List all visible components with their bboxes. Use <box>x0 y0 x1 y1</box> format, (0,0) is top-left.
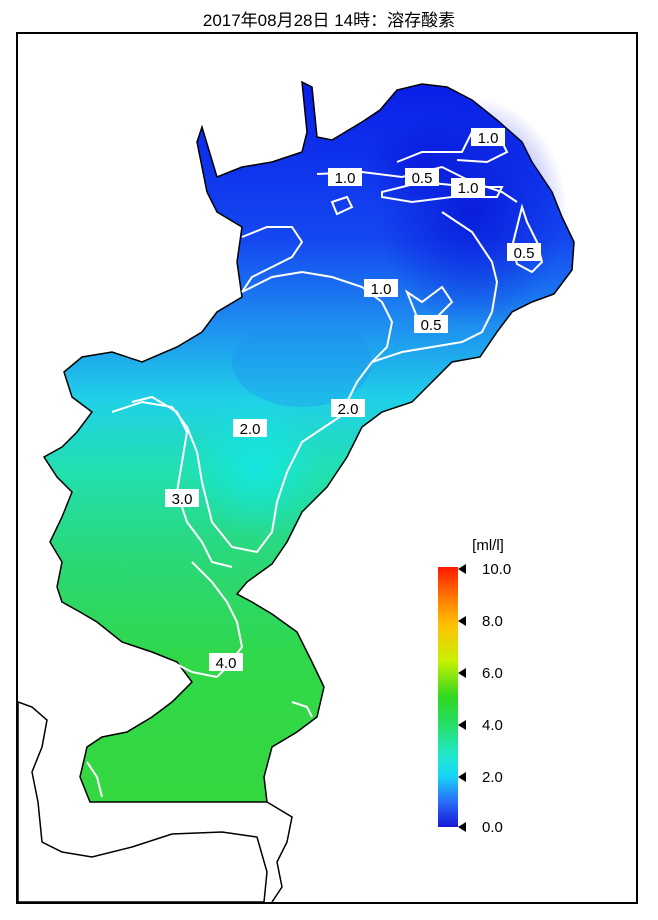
contour-label: 0.5 <box>507 243 541 262</box>
legend-unit: [ml/l] <box>472 537 504 554</box>
legend-tick-label: 6.0 <box>482 665 503 682</box>
contour-label: 1.0 <box>328 168 362 187</box>
svg-text:0.5: 0.5 <box>412 170 433 187</box>
contour-label: 2.0 <box>331 399 365 418</box>
contour-label: 1.0 <box>471 128 505 147</box>
contour-label: 1.0 <box>364 279 398 298</box>
contour-label: 2.0 <box>233 419 267 438</box>
svg-text:1.0: 1.0 <box>478 130 499 147</box>
dissolved-oxygen-map: 1.0 0.5 1.0 1.0 0.5 1.0 0.5 2.0 2.0 3.0 … <box>18 80 575 902</box>
svg-text:0.5: 0.5 <box>421 317 442 334</box>
legend-tick-label: 2.0 <box>482 769 503 786</box>
land-south-east <box>266 801 293 902</box>
contour-label: 3.0 <box>165 489 199 508</box>
svg-text:1.0: 1.0 <box>458 180 479 197</box>
legend-color-bar <box>438 567 458 827</box>
legend-tick-label: 8.0 <box>482 613 503 630</box>
land-south-west <box>18 701 268 902</box>
contour-label-group: 1.0 0.5 1.0 1.0 0.5 1.0 0.5 2.0 2.0 3.0 … <box>165 128 541 672</box>
map-title: 2017年08月28日 14時：溶存酸素 <box>202 11 456 30</box>
contour-label: 1.0 <box>451 178 485 197</box>
svg-text:4.0: 4.0 <box>216 655 237 672</box>
contour-label: 0.5 <box>405 168 439 187</box>
legend-tick-label: 10.0 <box>482 561 511 578</box>
legend-tick-label: 4.0 <box>482 717 503 734</box>
svg-text:2.0: 2.0 <box>240 421 261 438</box>
svg-text:0.5: 0.5 <box>514 245 535 262</box>
svg-text:3.0: 3.0 <box>172 491 193 508</box>
svg-text:1.0: 1.0 <box>371 281 392 298</box>
svg-text:1.0: 1.0 <box>335 170 356 187</box>
contour-label: 0.5 <box>414 315 448 334</box>
map-frame: 1.0 0.5 1.0 1.0 0.5 1.0 0.5 2.0 2.0 3.0 … <box>16 32 638 904</box>
svg-text:2.0: 2.0 <box>338 401 359 418</box>
contour-label: 4.0 <box>209 653 243 672</box>
color-legend: [ml/l] 10.0 8.0 6 <box>438 537 511 836</box>
legend-ticks <box>458 564 466 832</box>
legend-tick-label: 0.0 <box>482 819 503 836</box>
contour-lines <box>86 131 544 798</box>
